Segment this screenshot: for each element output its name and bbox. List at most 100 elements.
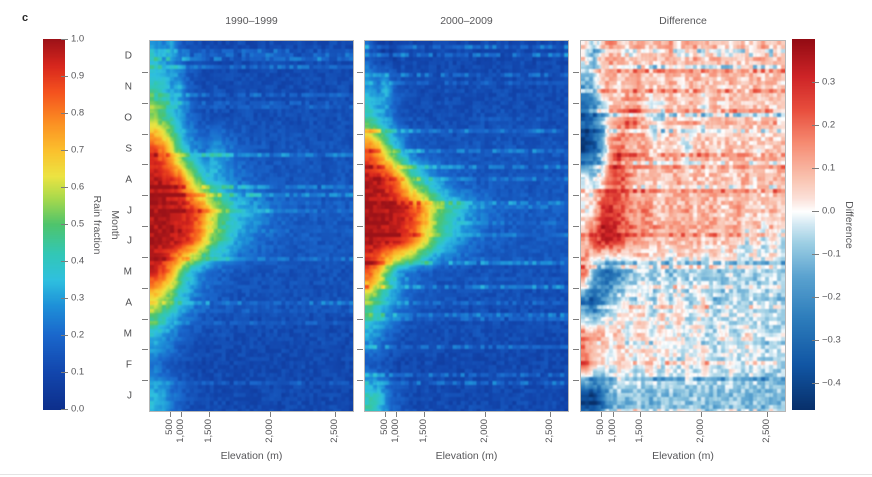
elevation-axis-label: Elevation (m) [652,450,714,462]
diff-colorbar [792,39,815,410]
month-tick-label: N [124,81,132,93]
panel-title-difference: Difference [659,15,707,27]
diff-colorbar-tick-label: 0.1 [822,162,836,174]
elevation-tick-label: 1,000 [390,419,402,443]
elevation-tick-label: 2,000 [478,419,490,443]
month-tick-mark [142,349,148,351]
elevation-tick-mark [701,412,703,417]
month-tick-mark [357,102,363,104]
elevation-tick-mark [181,412,183,417]
month-tick-mark [573,287,579,289]
elevation-tick-mark [612,412,614,417]
rain-colorbar-tick-label: 0.9 [71,70,85,82]
diff-colorbar-tick-mark [812,297,819,299]
elevation-tick-label: 1,500 [634,419,646,443]
rain-colorbar-tick-label: 0.5 [71,218,85,230]
rain-colorbar-tick-mark [61,372,68,373]
elevation-tick-mark [766,412,768,417]
rain-colorbar-tick-mark [61,298,68,299]
rain-colorbar-tick-mark [61,261,68,262]
elevation-tick-label: 1,000 [606,419,618,443]
month-axis-label: Month [109,210,121,240]
diff-colorbar-label: Difference [843,201,855,249]
heatmap-difference [580,40,786,412]
month-tick-mark [357,195,363,197]
elevation-tick-label: 2,000 [263,419,275,443]
month-tick-mark [142,318,148,320]
month-tick-mark [573,226,579,227]
month-tick-mark [357,287,363,289]
month-tick-label: J [127,205,132,217]
month-tick-mark [573,71,579,73]
month-tick-mark [142,380,148,382]
elevation-tick-mark [385,412,387,417]
elevation-tick-label: 1,500 [417,419,429,443]
rain-colorbar-tick-label: 0.4 [71,255,85,267]
diff-colorbar-tick-mark [812,383,819,385]
month-tick-label: J [127,390,132,402]
elevation-axis-label: Elevation (m) [220,450,283,462]
elevation-tick-label: 2,000 [695,419,707,443]
diff-colorbar-tick-label: −0.4 [822,377,841,389]
month-tick-mark [357,71,363,73]
diff-colorbar-tick-mark [812,168,819,170]
rain-colorbar-tick-mark [61,409,68,410]
month-tick-mark [573,133,579,135]
elevation-tick-label: 500 [379,419,391,435]
rain-colorbar-tick-label: 0.0 [71,403,85,415]
month-tick-label: M [123,328,132,340]
month-tick-label: M [123,266,132,278]
month-tick-mark [142,195,148,197]
heatmap-2000-2009 [364,40,569,412]
heatmap-1990-1999 [149,40,354,412]
diff-colorbar-tick-mark [812,125,819,127]
month-tick-mark [357,318,363,320]
diff-colorbar-tick-label: 0.3 [822,76,836,88]
rain-colorbar-tick-mark [61,39,68,40]
panel-title-1990-1999: 1990–1999 [225,15,278,27]
month-tick-label: D [124,50,132,62]
elevation-tick-label: 500 [164,419,176,435]
month-tick-mark [142,102,148,104]
month-tick-mark [573,102,579,104]
elevation-tick-label: 2,500 [328,419,340,443]
elevation-tick-mark [396,412,398,417]
month-tick-mark [357,380,363,382]
elevation-tick-mark [601,412,603,417]
diff-colorbar-tick-label: 0.2 [822,119,836,131]
bottom-rule [0,474,872,475]
month-tick-mark [357,349,363,351]
elevation-tick-mark [640,412,642,417]
rain-colorbar-tick-mark [61,335,68,336]
elevation-tick-label: 2,500 [543,419,555,443]
month-tick-mark [573,318,579,320]
month-tick-mark [142,133,148,135]
month-tick-mark [142,256,148,258]
rain-colorbar-tick-mark [61,76,68,77]
elevation-tick-mark [208,412,210,417]
month-tick-label: J [127,235,132,247]
rain-colorbar-tick-label: 0.1 [71,366,85,378]
rain-colorbar-tick-label: 0.2 [71,329,85,341]
month-tick-mark [573,195,579,197]
month-tick-label: S [125,143,132,155]
month-tick-mark [573,164,579,166]
month-tick-mark [357,226,363,227]
month-tick-mark [142,71,148,73]
rain-colorbar-tick-mark [61,187,68,188]
month-tick-mark [142,164,148,166]
panel-letter: c [22,12,29,24]
elevation-tick-label: 2,500 [760,419,772,443]
month-tick-mark [357,133,363,135]
month-tick-mark [142,226,148,227]
month-tick-mark [357,164,363,166]
rain-colorbar-tick-label: 0.7 [71,144,85,156]
elevation-axis-label: Elevation (m) [435,450,498,462]
month-tick-mark [573,349,579,351]
month-tick-label: A [125,297,132,309]
elevation-tick-mark [549,412,551,417]
diff-colorbar-tick-mark [812,211,819,213]
rain-colorbar-tick-label: 1.0 [71,33,85,45]
month-tick-label: A [125,174,132,186]
